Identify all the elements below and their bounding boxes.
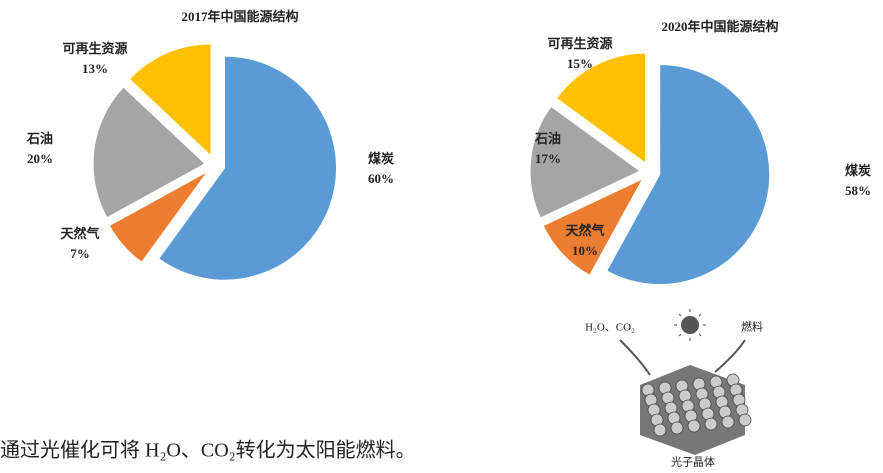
arrow-out bbox=[714, 339, 746, 373]
pie-slice bbox=[606, 63, 771, 285]
pie-slice bbox=[555, 52, 646, 165]
arrow-in bbox=[619, 339, 651, 376]
slice-label: 可再生资源 bbox=[547, 36, 612, 51]
slice-label: 石油 bbox=[534, 131, 561, 146]
slice-value-label: 17% bbox=[535, 151, 561, 166]
slice-label: 煤炭 bbox=[368, 151, 394, 166]
slice-value-label: 20% bbox=[27, 151, 53, 166]
pie-slice bbox=[542, 177, 644, 276]
body-text: 通过光催化可将 H₂O、CO₂转化为太阳能燃料。 bbox=[0, 439, 416, 462]
pie-slice bbox=[92, 86, 206, 219]
crystal-ball bbox=[670, 421, 684, 435]
sun-icon bbox=[681, 316, 699, 334]
crystal-ball bbox=[704, 417, 718, 431]
crystal-ball bbox=[653, 423, 667, 437]
slice-label: 天然气 bbox=[60, 226, 99, 241]
chart-title: 2020年中国能源结构 bbox=[661, 19, 778, 34]
diagram: H₂O、CO₂ 燃料 光子晶体 bbox=[585, 309, 763, 469]
pie-slice bbox=[529, 105, 642, 219]
slice-value-label: 7% bbox=[70, 246, 90, 261]
crystal-ball bbox=[738, 413, 752, 427]
crystal-balls bbox=[641, 373, 752, 437]
pie-slice bbox=[128, 43, 212, 157]
slice-value-label: 15% bbox=[567, 56, 593, 71]
slice-label: 天然气 bbox=[565, 223, 604, 238]
diagram-output: 燃料 bbox=[741, 320, 763, 334]
slice-value-label: 58% bbox=[845, 183, 871, 198]
chart-title: 2017年中国能源结构 bbox=[181, 9, 298, 24]
slice-value-label: 13% bbox=[82, 61, 108, 76]
diagram-input: H₂O、CO₂ bbox=[585, 322, 635, 334]
slice-label: 可再生资源 bbox=[62, 41, 127, 56]
sun-rays bbox=[674, 309, 706, 341]
crystal-ball bbox=[687, 419, 701, 433]
slice-value-label: 60% bbox=[368, 171, 394, 186]
crystal-ball bbox=[721, 415, 735, 429]
diagram-material: 光子晶体 bbox=[671, 455, 715, 469]
slice-label: 石油 bbox=[26, 131, 53, 146]
slice-label: 煤炭 bbox=[845, 163, 871, 178]
pie-slice bbox=[157, 55, 338, 281]
pie-slice bbox=[108, 171, 208, 263]
slice-value-label: 10% bbox=[572, 243, 598, 258]
